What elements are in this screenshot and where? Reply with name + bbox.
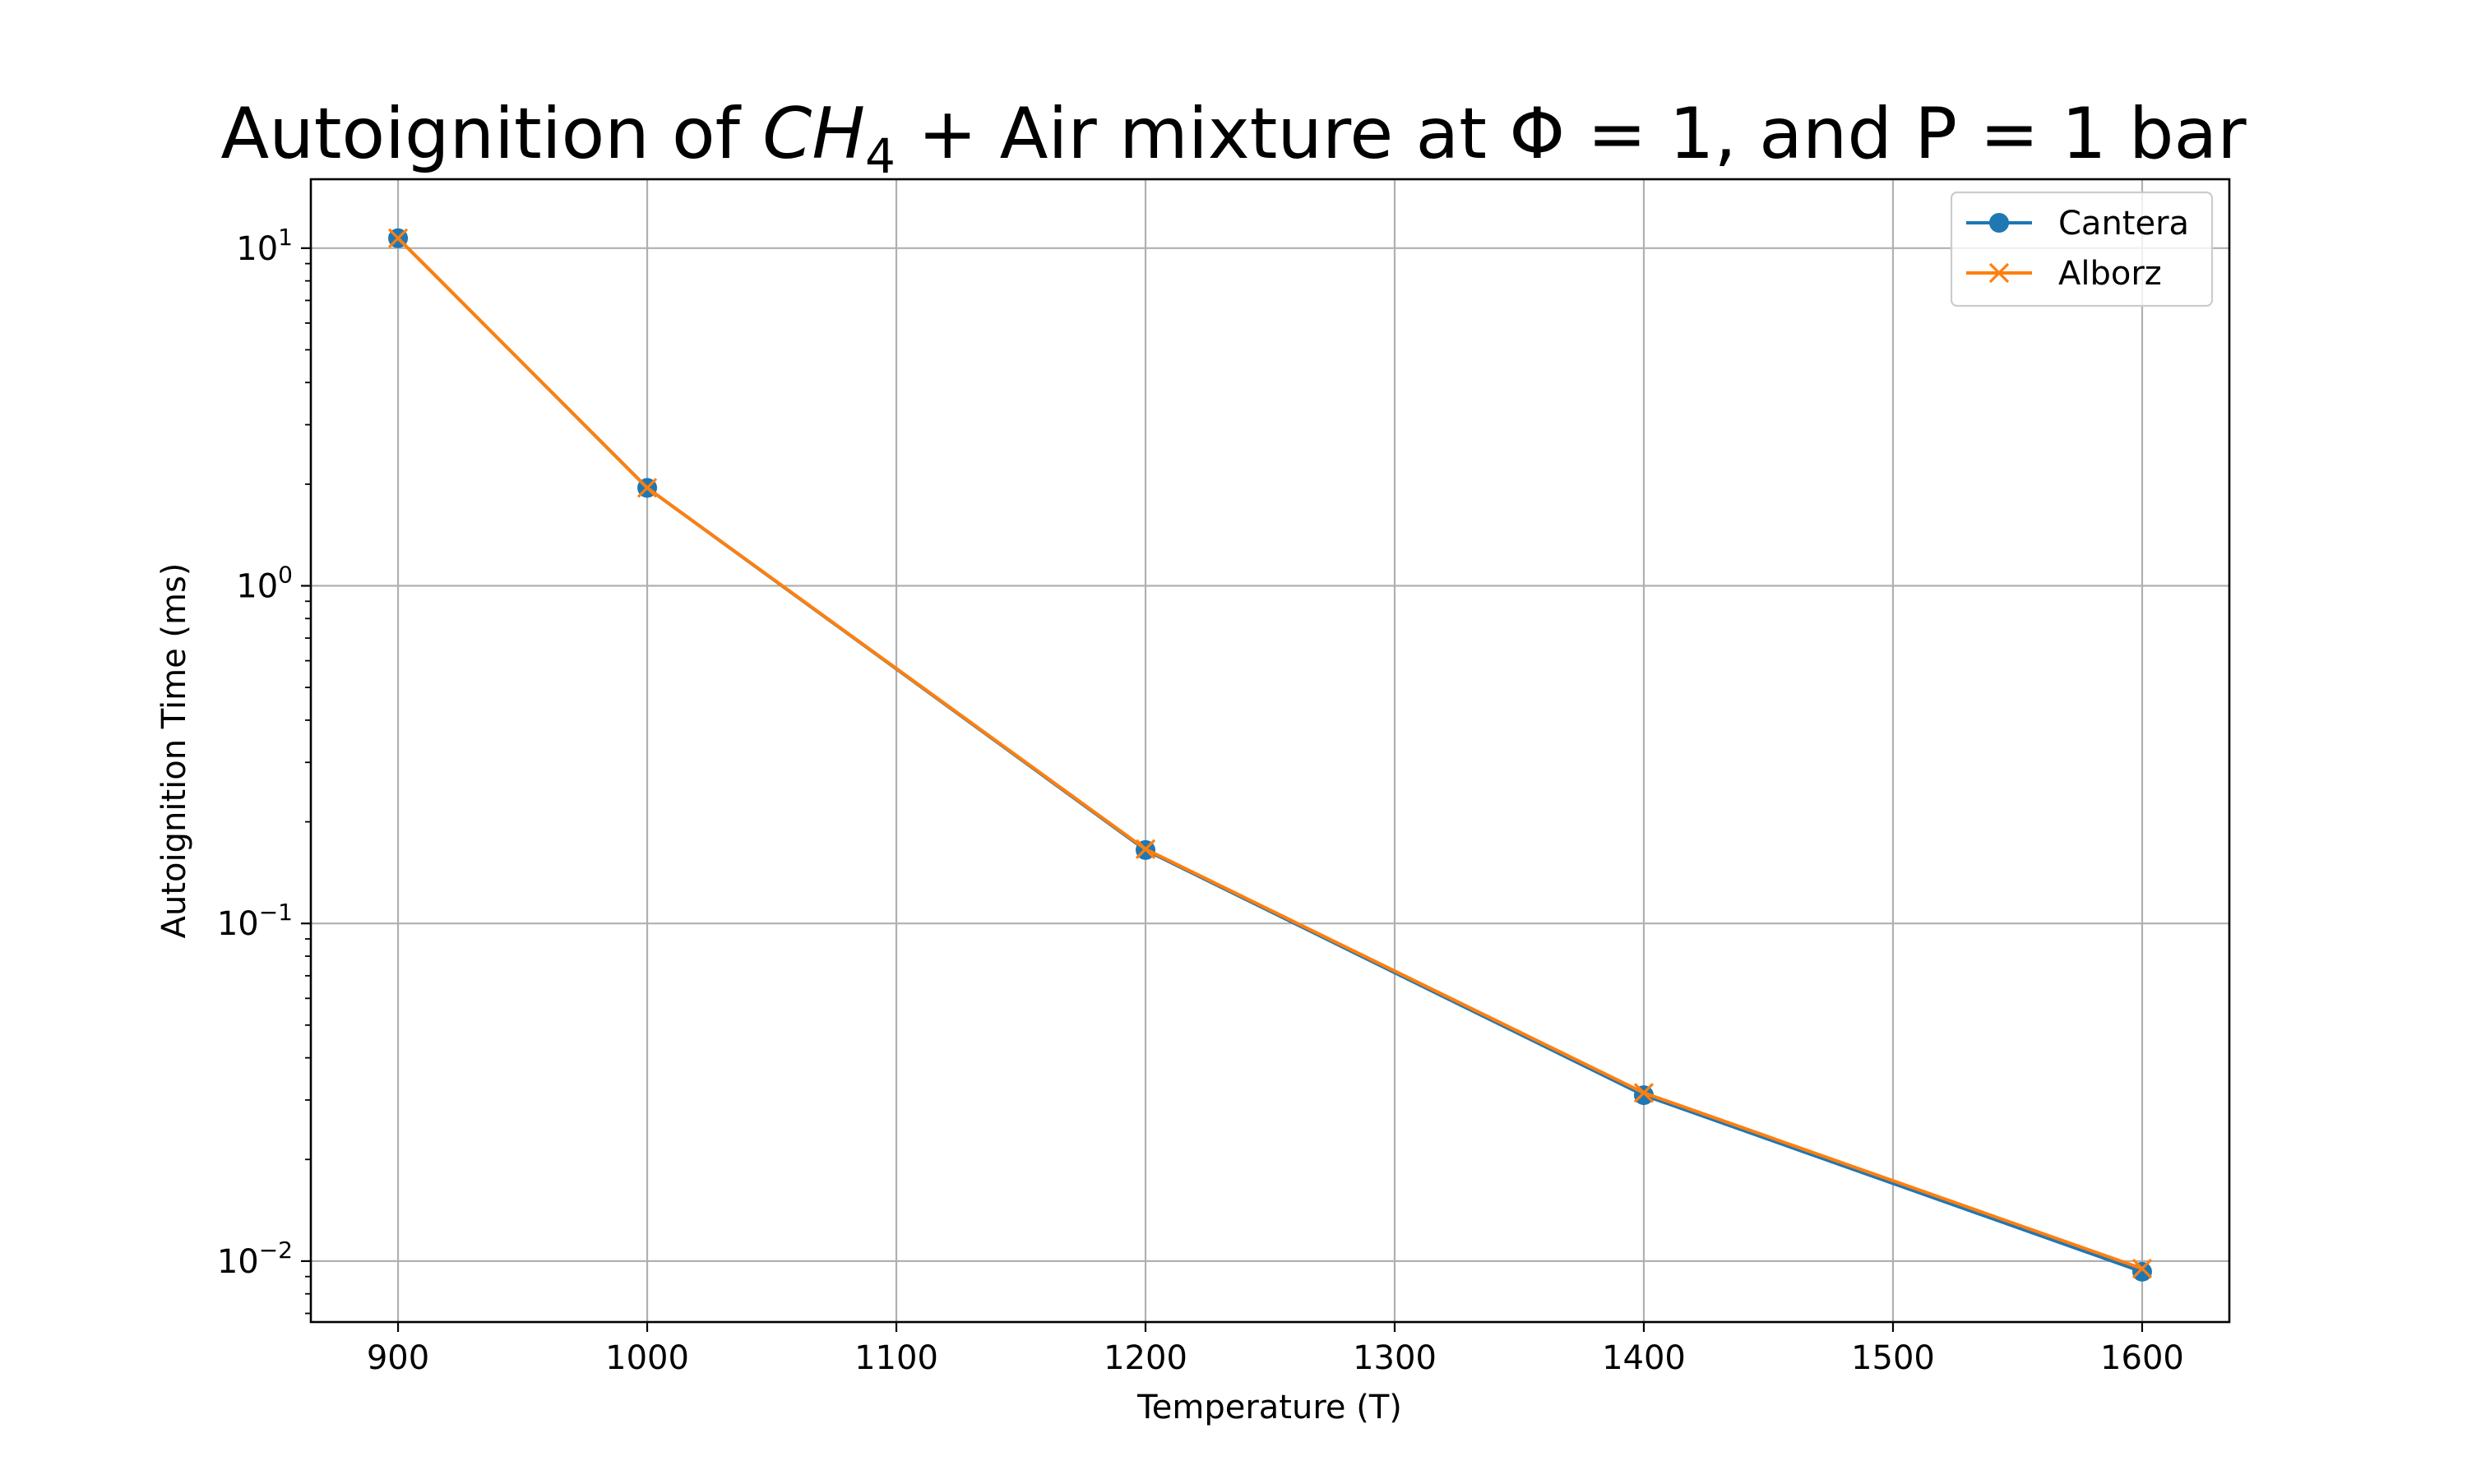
legend-box	[1950, 191, 2214, 307]
x-tick-label: 1000	[605, 1339, 689, 1377]
y-tick-label: 10−2	[217, 1237, 293, 1281]
y-tick-label: 101	[236, 224, 293, 268]
y-tick-label: 100	[236, 562, 293, 606]
axis-ticks: 900 1000 1100 1200 1300 1400 1500 1600 101 100 10−…	[217, 224, 2184, 1377]
data-point-alborz	[387, 228, 409, 248]
chart-title-formula-subscript: 4	[865, 128, 896, 184]
series-layer	[387, 228, 2153, 1282]
y-axis-label: Autoignition Time (ms)	[155, 563, 193, 939]
data-point-alborz	[1633, 1083, 1655, 1103]
legend: Cantera Alborz	[1950, 191, 2214, 307]
chart-title-suffix: + Air mixture at Φ = 1, and P = 1 bar	[896, 93, 2247, 175]
plot-frame	[309, 178, 2231, 1324]
legend-label-cantera: Cantera	[2058, 205, 2189, 243]
x-axis-label: Temperature (T)	[1136, 1389, 1402, 1426]
x-tick-label: 1600	[2100, 1339, 2184, 1377]
y-tick-label: 10−1	[217, 899, 293, 943]
chart-title-prefix: Autoignition of	[220, 93, 762, 175]
x-tick-label: 900	[367, 1339, 429, 1377]
x-tick-label: 1300	[1353, 1339, 1437, 1377]
grid	[311, 179, 2229, 1322]
data-point-alborz	[636, 478, 658, 498]
legend-marker-alborz	[1988, 262, 2010, 284]
x-tick-label: 1400	[1602, 1339, 1686, 1377]
x-tick-label: 1200	[1104, 1339, 1187, 1377]
data-point-alborz	[2131, 1258, 2153, 1279]
x-tick-label: 1500	[1851, 1339, 1935, 1377]
chart-title-formula: CH	[762, 93, 865, 175]
data-point-alborz	[1135, 839, 1156, 859]
chart-title: Autoignition of CH4 + Air mixture at Φ =…	[220, 93, 2247, 184]
legend-marker-cantera	[1989, 213, 2009, 233]
x-tick-label: 1100	[854, 1339, 938, 1377]
legend-label-alborz: Alborz	[2058, 255, 2162, 293]
series-alborz	[387, 228, 2153, 1279]
